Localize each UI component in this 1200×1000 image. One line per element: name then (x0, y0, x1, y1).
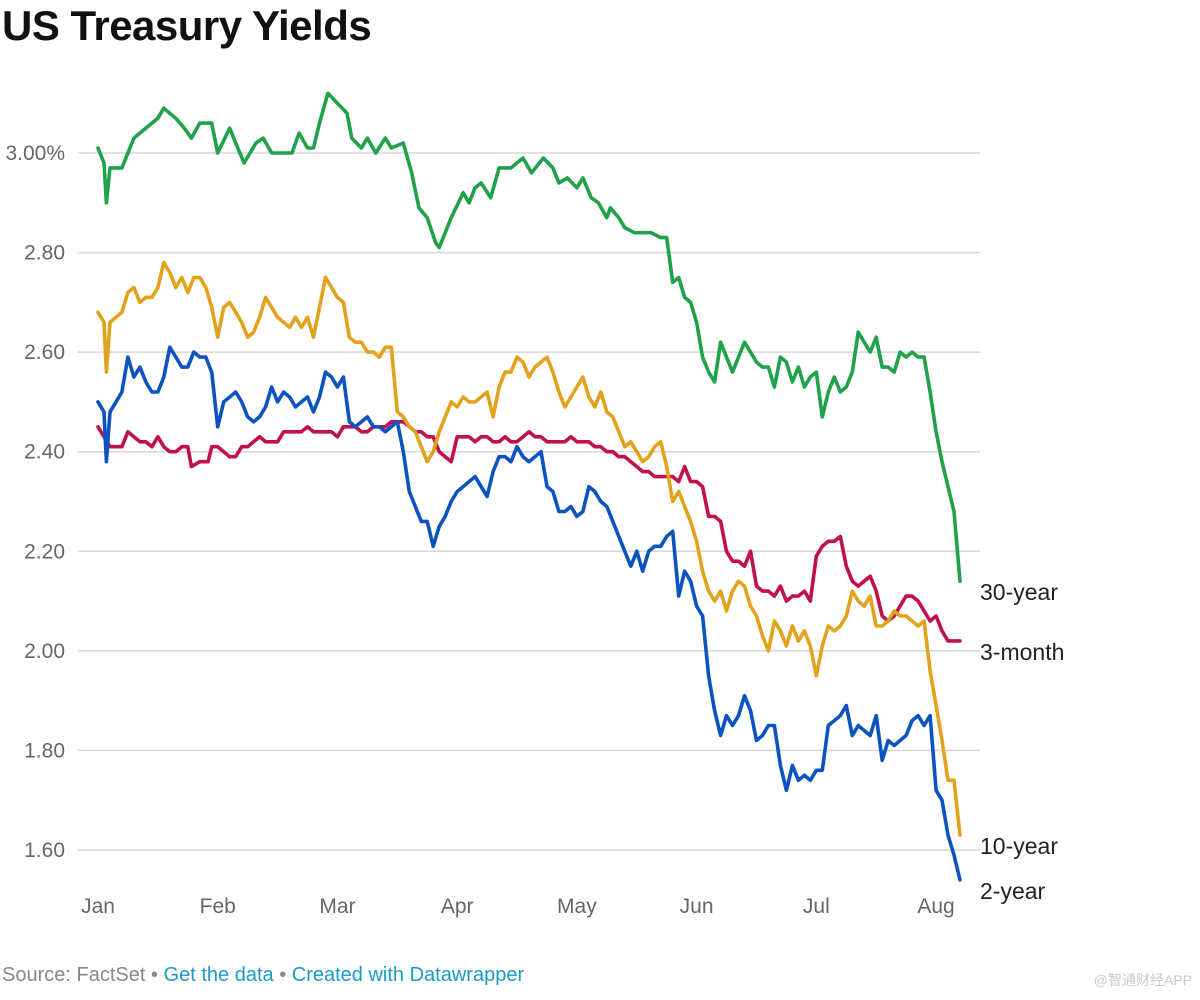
y-tick-label: 1.80 (24, 739, 65, 762)
get-the-data-link[interactable]: Get the data (163, 964, 274, 986)
y-tick-label: 2.20 (24, 540, 65, 563)
series-end-labels: 30-year 3-month 10-year 2-year (980, 579, 1064, 904)
gridlines (78, 152, 980, 851)
y-tick-label: 2.00 (24, 640, 65, 663)
y-tick-label: 2.80 (24, 242, 65, 265)
y-tick-label: 3.00% (5, 142, 65, 165)
chart-title: US Treasury Yields (2, 2, 372, 49)
series-lines (96, 91, 962, 882)
series-line-30-year (96, 91, 962, 583)
x-tick-label: Mar (319, 895, 355, 918)
x-tick-label: Jul (803, 895, 830, 918)
watermark: @智通财经APP (1093, 972, 1192, 988)
y-axis-ticks: 1.60 1.80 2.00 2.20 2.40 2.60 2.80 3.00% (5, 142, 65, 862)
y-tick-label: 1.60 (24, 839, 65, 862)
x-tick-label: Apr (441, 895, 474, 918)
series-label-3-month: 3-month (980, 639, 1064, 665)
x-tick-label: Aug (917, 895, 954, 918)
series-label-10-year: 10-year (980, 833, 1058, 859)
footer-separator: • (150, 964, 158, 986)
chart-footer: Source: FactSet • Get the data • Created… (2, 964, 524, 987)
x-tick-label: Feb (200, 895, 236, 918)
series-label-30-year: 30-year (980, 579, 1058, 605)
source-note: Source: FactSet (2, 964, 146, 986)
datawrapper-link[interactable]: Created with Datawrapper (291, 964, 525, 986)
x-tick-label: Jan (81, 895, 115, 918)
footer-separator: • (279, 964, 287, 986)
x-tick-label: May (557, 895, 597, 918)
series-line-10-year (96, 260, 962, 837)
y-tick-label: 2.40 (24, 441, 65, 464)
x-tick-label: Jun (680, 895, 714, 918)
x-axis-ticks: Jan Feb Mar Apr May Jun Jul Aug (81, 895, 955, 918)
series-line-2-year (96, 345, 962, 882)
series-line-3-month (96, 420, 962, 643)
series-label-2-year: 2-year (980, 878, 1046, 904)
y-tick-label: 2.60 (24, 341, 65, 364)
